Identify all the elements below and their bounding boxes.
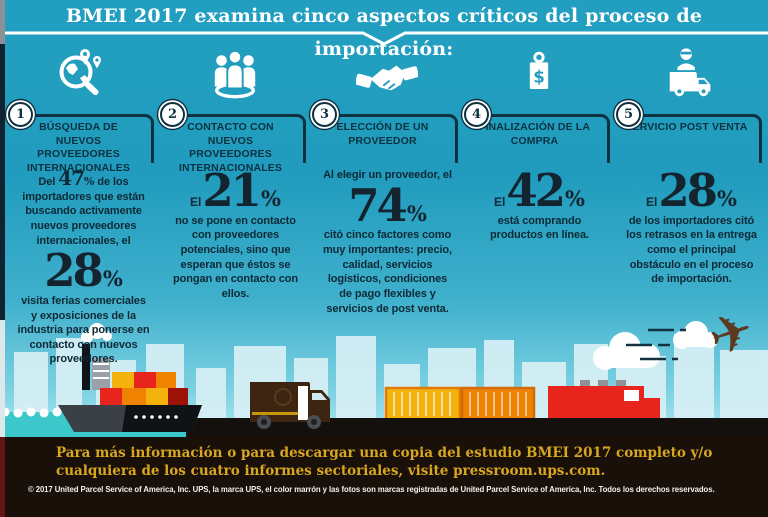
big-stat: El21% bbox=[190, 164, 281, 217]
footer: Para más información o para descargar un… bbox=[0, 437, 768, 517]
page-title: BMEI 2017 examina cinco aspectos crítico… bbox=[65, 5, 703, 60]
freight-train-icon bbox=[384, 380, 664, 434]
header: BMEI 2017 examina cinco aspectos crítico… bbox=[0, 0, 768, 60]
page-edge-sliver bbox=[0, 0, 5, 517]
step-heading: FINALIZACIÓN DE LA COMPRA bbox=[478, 121, 591, 147]
inline-stat-value: 47 bbox=[58, 166, 85, 190]
step-outro-text: de los importadores citó los retrasos en… bbox=[626, 214, 757, 286]
big-stat: 74% bbox=[348, 178, 427, 232]
logistics-illustration: ✈ bbox=[0, 300, 768, 437]
step-intro-text: Del 47% de los importadores que están bu… bbox=[22, 166, 145, 247]
stat-value: 42 bbox=[506, 164, 566, 217]
step-number-badge: 4 bbox=[464, 102, 489, 127]
step-outro-text: visita ferias comerciales y exposiciones… bbox=[17, 294, 150, 366]
clouds bbox=[593, 321, 718, 370]
footer-promo-text: Para más información o para descargar un… bbox=[56, 445, 713, 480]
step-heading: BÚSQUEDA DE NUEVOS PROVEEDORES INTERNACI… bbox=[26, 121, 131, 174]
step-number-badge: 5 bbox=[616, 102, 641, 127]
step-1: 1 BÚSQUEDA DE NUEVOS PROVEEDORES INTERNA… bbox=[8, 44, 157, 367]
globe-search-icon bbox=[59, 49, 101, 96]
footer-copyright-text: © 2017 United Parcel Service of America,… bbox=[28, 485, 715, 495]
step-5: 5 SERVICIO POST VENTA El28% de los impor… bbox=[616, 44, 765, 367]
step-outro-text: no se pone en contacto con proveedores p… bbox=[173, 214, 298, 300]
heading-bracket bbox=[491, 114, 610, 163]
step-heading: CONTACTO CON NUEVOS PROVEEDORES INTERNAC… bbox=[178, 121, 283, 174]
delivery-truck-icon bbox=[669, 48, 710, 97]
stat-value: 21 bbox=[202, 164, 262, 217]
step-3: 3 ELECCIÓN DE UN PROVEEDOR Al elegir un … bbox=[312, 44, 461, 367]
step-4: $ 4 FINALIZACIÓN DE LA COMPRA El42% está… bbox=[464, 44, 613, 367]
big-stat: El28% bbox=[646, 164, 737, 217]
heading-bracket bbox=[339, 114, 458, 163]
big-stat: El42% bbox=[494, 164, 585, 217]
step-heading: ELECCIÓN DE UN PROVEEDOR bbox=[336, 121, 429, 147]
stat-value: 74 bbox=[348, 178, 408, 232]
price-tag-icon: $ bbox=[529, 51, 548, 89]
step-number-badge: 1 bbox=[8, 102, 33, 127]
step-outro-text: citó cinco factores como muy importantes… bbox=[322, 229, 452, 315]
ups-truck-icon bbox=[250, 382, 330, 429]
heading-bracket bbox=[35, 114, 154, 163]
people-group-icon bbox=[214, 49, 255, 99]
heading-bracket bbox=[643, 114, 762, 163]
handshake-icon bbox=[355, 65, 418, 92]
stat-value: 28 bbox=[44, 244, 104, 298]
svg-text:$: $ bbox=[533, 67, 545, 86]
header-divider-chevron bbox=[0, 31, 768, 46]
step-intro-text: Al elegir un proveedor, el bbox=[323, 169, 452, 181]
step-heading: SERVICIO POST VENTA bbox=[625, 121, 748, 133]
cargo-ship-icon bbox=[58, 323, 202, 432]
step-2: 2 CONTACTO CON NUEVOS PROVEEDORES INTERN… bbox=[160, 44, 309, 367]
steps-row: 1 BÚSQUEDA DE NUEVOS PROVEEDORES INTERNA… bbox=[8, 44, 765, 367]
step-number-badge: 2 bbox=[160, 102, 185, 127]
step-number-badge: 3 bbox=[312, 102, 337, 127]
big-stat: 28% bbox=[44, 244, 123, 298]
heading-bracket bbox=[187, 114, 306, 163]
step-outro-text: está comprando productos en línea. bbox=[490, 214, 589, 242]
stat-value: 28 bbox=[658, 164, 718, 217]
